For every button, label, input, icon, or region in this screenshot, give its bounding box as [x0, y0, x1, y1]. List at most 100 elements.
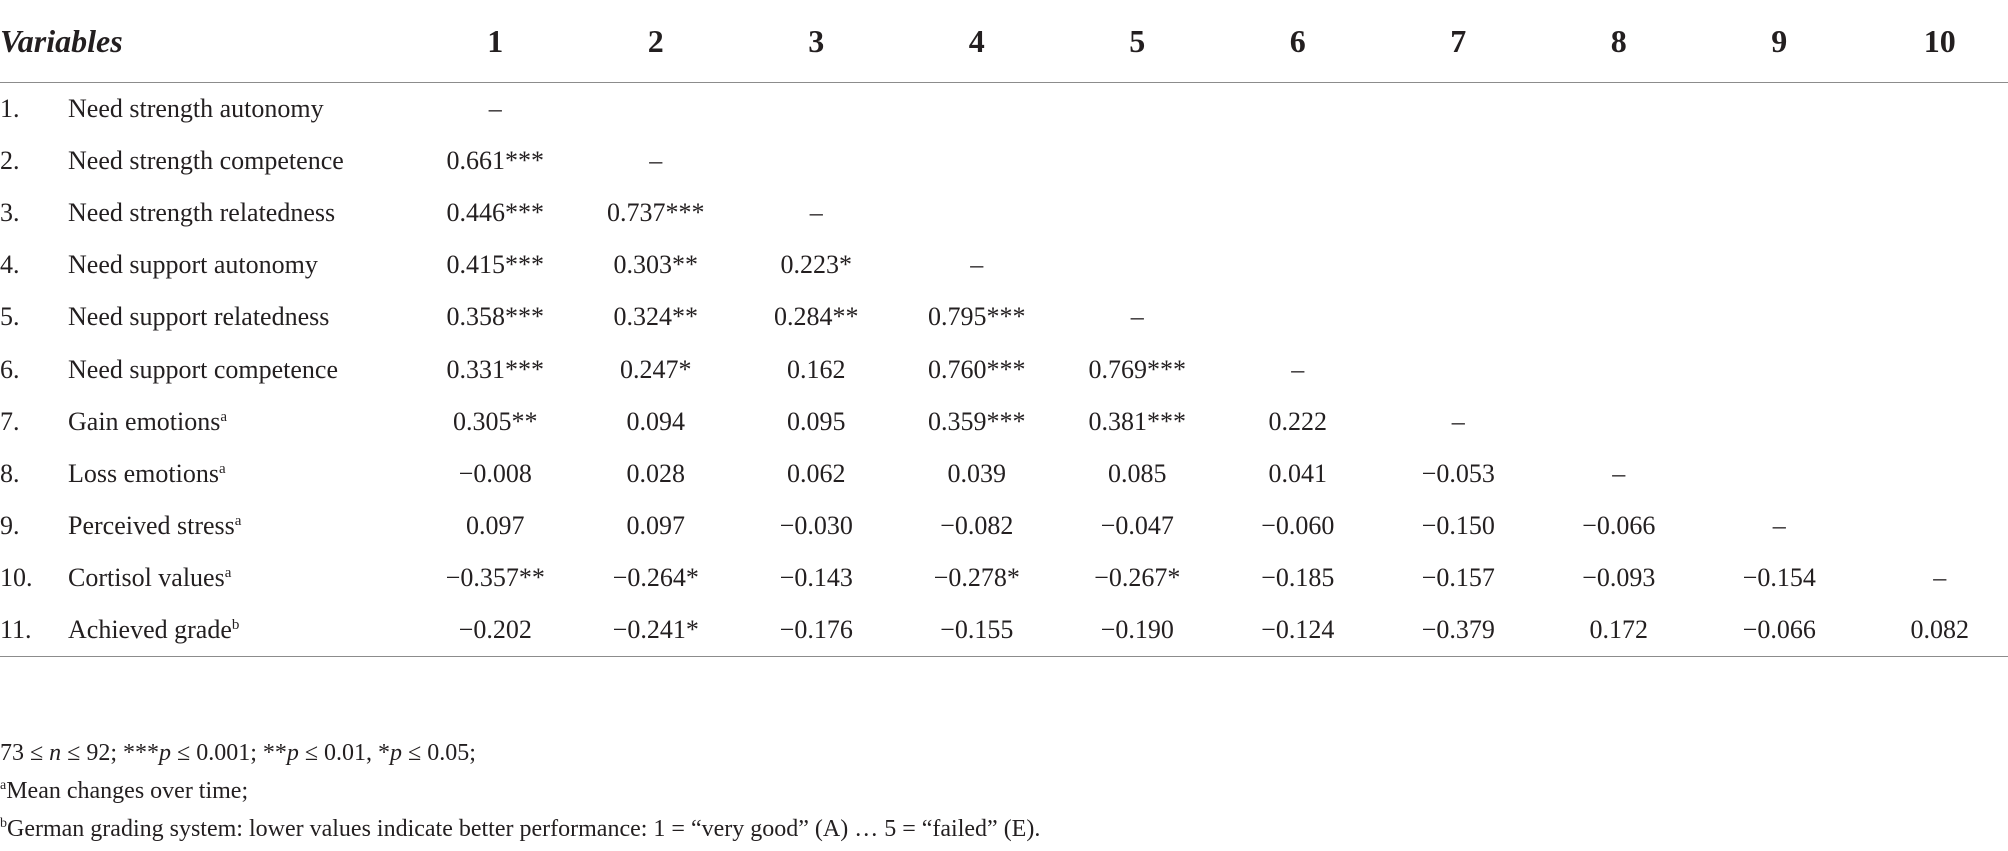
correlation-cell: −0.066	[1539, 500, 1700, 552]
correlation-cell	[1057, 187, 1218, 239]
variable-label: Need strength autonomy	[68, 93, 324, 123]
variable-label: Need support competence	[68, 354, 339, 384]
footnote-italic: p	[159, 740, 172, 766]
correlation-cell: 0.446***	[415, 187, 576, 239]
correlation-cell	[1539, 396, 1700, 448]
correlation-value: 0.305**	[453, 406, 538, 436]
correlation-value: −0.267*	[1094, 563, 1181, 593]
table-row: 10. Cortisol valuesa −0.357** −0.264* −0.143…	[0, 552, 2008, 604]
variable-label: Need support autonomy	[68, 250, 318, 280]
correlation-value: 0.095	[787, 406, 846, 436]
variable-label: Achieved grade	[68, 615, 232, 645]
footnote-italic: p	[286, 740, 299, 766]
correlation-cell: 0.085	[1057, 448, 1218, 500]
correlation-cell: 0.359***	[897, 396, 1058, 448]
correlation-value: −0.030	[779, 511, 853, 541]
footnote-b: bGerman grading system: lower values ind…	[0, 810, 2000, 848]
correlation-cell: 0.284**	[736, 291, 897, 343]
correlation-value: 0.082	[1910, 615, 1970, 645]
correlation-value: −0.060	[1261, 511, 1335, 541]
correlation-value: –	[1451, 406, 1465, 436]
row-number: 7.	[0, 406, 20, 436]
correlation-value: –	[649, 145, 663, 175]
correlation-cell: 0.415***	[415, 239, 576, 291]
footnote-significance: 73 ≤ n ≤ 92; ***p ≤ 0.001; **p ≤ 0.01, *…	[0, 734, 2000, 772]
correlation-value: 0.223*	[780, 250, 853, 280]
correlation-cell	[1539, 239, 1700, 291]
correlation-cell: −0.185	[1218, 552, 1379, 604]
correlation-cell: −0.082	[897, 500, 1058, 552]
footnote-a: aMean changes over time;	[0, 772, 2000, 810]
variable-label: Need strength relatedness	[68, 197, 336, 227]
correlation-cell: −0.093	[1539, 552, 1700, 604]
footnote-marker: a	[224, 565, 232, 582]
correlation-cell: −0.030	[736, 500, 897, 552]
correlation-cell: 0.041	[1218, 448, 1379, 500]
correlation-cell: −0.155	[897, 604, 1058, 656]
variable-label: Need support relatedness	[68, 302, 330, 332]
header-row: Variables 1 2 3 4 5 6 7 8 9 10	[0, 0, 2008, 83]
correlation-cell: 0.094	[576, 396, 737, 448]
correlation-value: 0.172	[1589, 615, 1649, 645]
row-number: 5.	[0, 302, 20, 332]
correlation-cell	[1218, 239, 1379, 291]
correlation-value: 0.760***	[928, 354, 1026, 384]
correlation-value: 0.094	[626, 406, 686, 436]
correlation-value: 0.795***	[928, 302, 1026, 332]
correlation-value: −0.379	[1421, 615, 1495, 645]
correlation-cell: −0.379	[1378, 604, 1539, 656]
correlation-cell: 0.095	[736, 396, 897, 448]
correlation-value: −0.124	[1261, 615, 1335, 645]
footnote-text: ≤ 92; ***	[61, 740, 160, 766]
correlation-value: 0.331***	[446, 354, 545, 384]
footnote-italic: p	[390, 740, 403, 766]
correlation-value: 0.359***	[928, 406, 1026, 436]
correlation-cell	[1860, 343, 2008, 395]
correlation-cell: −0.278*	[897, 552, 1058, 604]
correlation-cell: 0.162	[736, 343, 897, 395]
correlation-cell: 0.760***	[897, 343, 1058, 395]
correlation-cell	[736, 83, 897, 135]
correlation-cell	[1057, 83, 1218, 135]
correlation-value: –	[1933, 563, 1947, 593]
correlation-value: −0.357**	[445, 563, 545, 593]
correlation-value: 0.661***	[446, 145, 545, 175]
correlation-value: −0.241*	[612, 615, 699, 645]
correlation-cell: –	[1057, 291, 1218, 343]
table-row: 9. Perceived stressa 0.097 0.097 −0.030 −0.08…	[0, 500, 2008, 552]
variable-label: Perceived stress	[68, 511, 235, 541]
correlation-value: 0.028	[626, 458, 686, 488]
correlation-value: 0.284**	[774, 302, 859, 332]
correlation-cell	[736, 135, 897, 187]
table-row: 3. Need strength relatedness 0.446*** 0.737…	[0, 187, 2008, 239]
correlation-cell: –	[1860, 552, 2008, 604]
correlation-cell: 0.358***	[415, 291, 576, 343]
correlation-value: 0.358***	[446, 302, 545, 332]
correlation-cell: 0.062	[736, 448, 897, 500]
variable-cell: Achieved gradeb	[68, 604, 415, 656]
column-header: 2	[647, 22, 664, 59]
footnote-text: 73 ≤	[0, 740, 50, 766]
correlation-cell: −0.154	[1699, 552, 1860, 604]
correlation-value: −0.093	[1582, 563, 1656, 593]
correlation-cell: −0.060	[1218, 500, 1379, 552]
correlation-cell: –	[1699, 500, 1860, 552]
table-row: 4. Need support autonomy 0.415*** 0.303** 0.…	[0, 239, 2008, 291]
correlation-cell: 0.769***	[1057, 343, 1218, 395]
correlation-cell: 0.039	[897, 448, 1058, 500]
correlation-value: −0.264*	[612, 563, 699, 593]
correlation-value: 0.446***	[446, 197, 545, 227]
correlation-cell: 0.082	[1860, 604, 2008, 656]
correlation-cell: 0.222	[1218, 396, 1379, 448]
table-row: 5. Need support relatedness 0.358*** 0.324*…	[0, 291, 2008, 343]
correlation-cell: −0.150	[1378, 500, 1539, 552]
correlation-cell	[1378, 135, 1539, 187]
correlation-value: −0.176	[779, 615, 853, 645]
correlation-value: 0.415***	[446, 250, 545, 280]
variable-label: Gain emotions	[68, 406, 221, 436]
correlation-value: 0.381***	[1088, 406, 1187, 436]
correlation-value: −0.202	[458, 615, 532, 645]
variable-label: Loss emotions	[68, 458, 219, 488]
correlation-value: –	[1772, 511, 1786, 541]
correlation-cell	[1699, 187, 1860, 239]
